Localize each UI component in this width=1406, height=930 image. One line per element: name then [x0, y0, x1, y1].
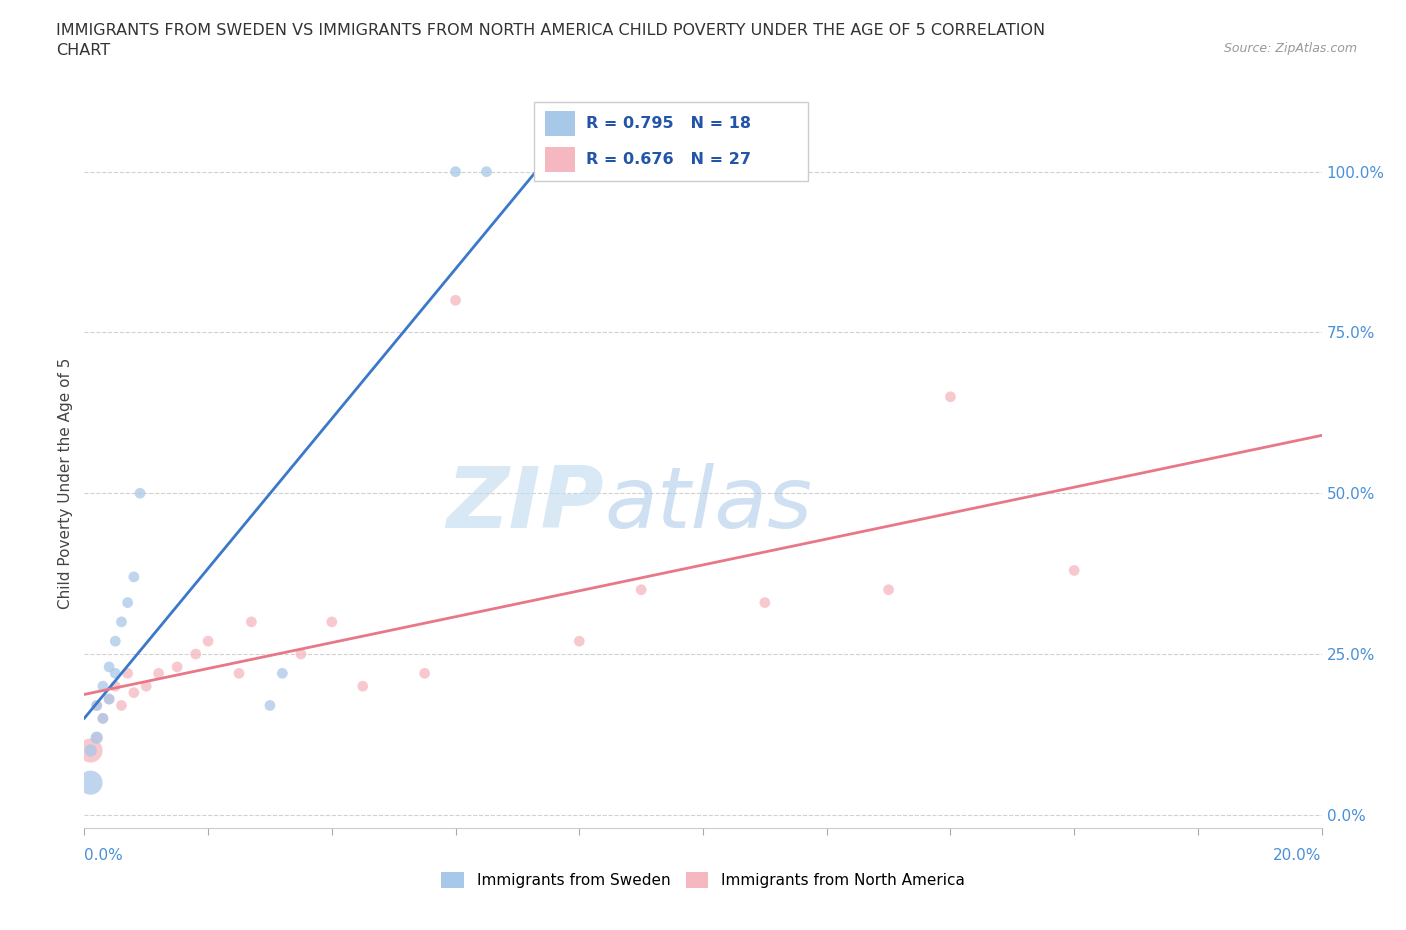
Point — [104, 679, 127, 694]
Point — [86, 730, 108, 745]
Text: R = 0.795   N = 18: R = 0.795 N = 18 — [586, 116, 751, 131]
Point — [110, 615, 132, 630]
Point — [117, 666, 139, 681]
FancyBboxPatch shape — [534, 102, 808, 181]
Point — [475, 165, 498, 179]
Y-axis label: Child Poverty Under the Age of 5: Child Poverty Under the Age of 5 — [58, 358, 73, 609]
Point — [1063, 563, 1085, 578]
Text: IMMIGRANTS FROM SWEDEN VS IMMIGRANTS FROM NORTH AMERICA CHILD POVERTY UNDER THE : IMMIGRANTS FROM SWEDEN VS IMMIGRANTS FRO… — [56, 23, 1046, 58]
Point — [228, 666, 250, 681]
Point — [184, 646, 207, 661]
Point — [240, 615, 263, 630]
Legend: Immigrants from Sweden, Immigrants from North America: Immigrants from Sweden, Immigrants from … — [436, 866, 970, 895]
Point — [939, 390, 962, 405]
Text: atlas: atlas — [605, 463, 813, 546]
Point — [98, 659, 121, 674]
Point — [290, 646, 312, 661]
Point — [117, 595, 139, 610]
Point — [86, 730, 108, 745]
Point — [91, 679, 114, 694]
Point — [352, 679, 374, 694]
Point — [91, 711, 114, 725]
Point — [321, 615, 343, 630]
Text: R = 0.676   N = 27: R = 0.676 N = 27 — [586, 152, 751, 166]
Point — [754, 595, 776, 610]
Point — [91, 711, 114, 725]
Point — [110, 698, 132, 713]
Point — [122, 685, 145, 700]
FancyBboxPatch shape — [546, 111, 575, 137]
Point — [135, 679, 157, 694]
Text: 0.0%: 0.0% — [84, 848, 124, 863]
Point — [568, 633, 591, 648]
Point — [630, 582, 652, 597]
Text: ZIP: ZIP — [446, 463, 605, 546]
Point — [104, 666, 127, 681]
Point — [86, 698, 108, 713]
Point — [148, 666, 170, 681]
Text: Source: ZipAtlas.com: Source: ZipAtlas.com — [1223, 42, 1357, 55]
Point — [413, 666, 436, 681]
Text: 20.0%: 20.0% — [1274, 848, 1322, 863]
Point — [79, 743, 101, 758]
Point — [98, 692, 121, 707]
Point — [444, 165, 467, 179]
Point — [877, 582, 900, 597]
Point — [104, 633, 127, 648]
Point — [129, 485, 152, 500]
Point — [166, 659, 188, 674]
FancyBboxPatch shape — [546, 147, 575, 172]
Point — [79, 743, 101, 758]
Point — [79, 776, 101, 790]
Point — [271, 666, 294, 681]
Point — [122, 569, 145, 584]
Point — [444, 293, 467, 308]
Point — [98, 692, 121, 707]
Point — [197, 633, 219, 648]
Point — [259, 698, 281, 713]
Point — [86, 698, 108, 713]
